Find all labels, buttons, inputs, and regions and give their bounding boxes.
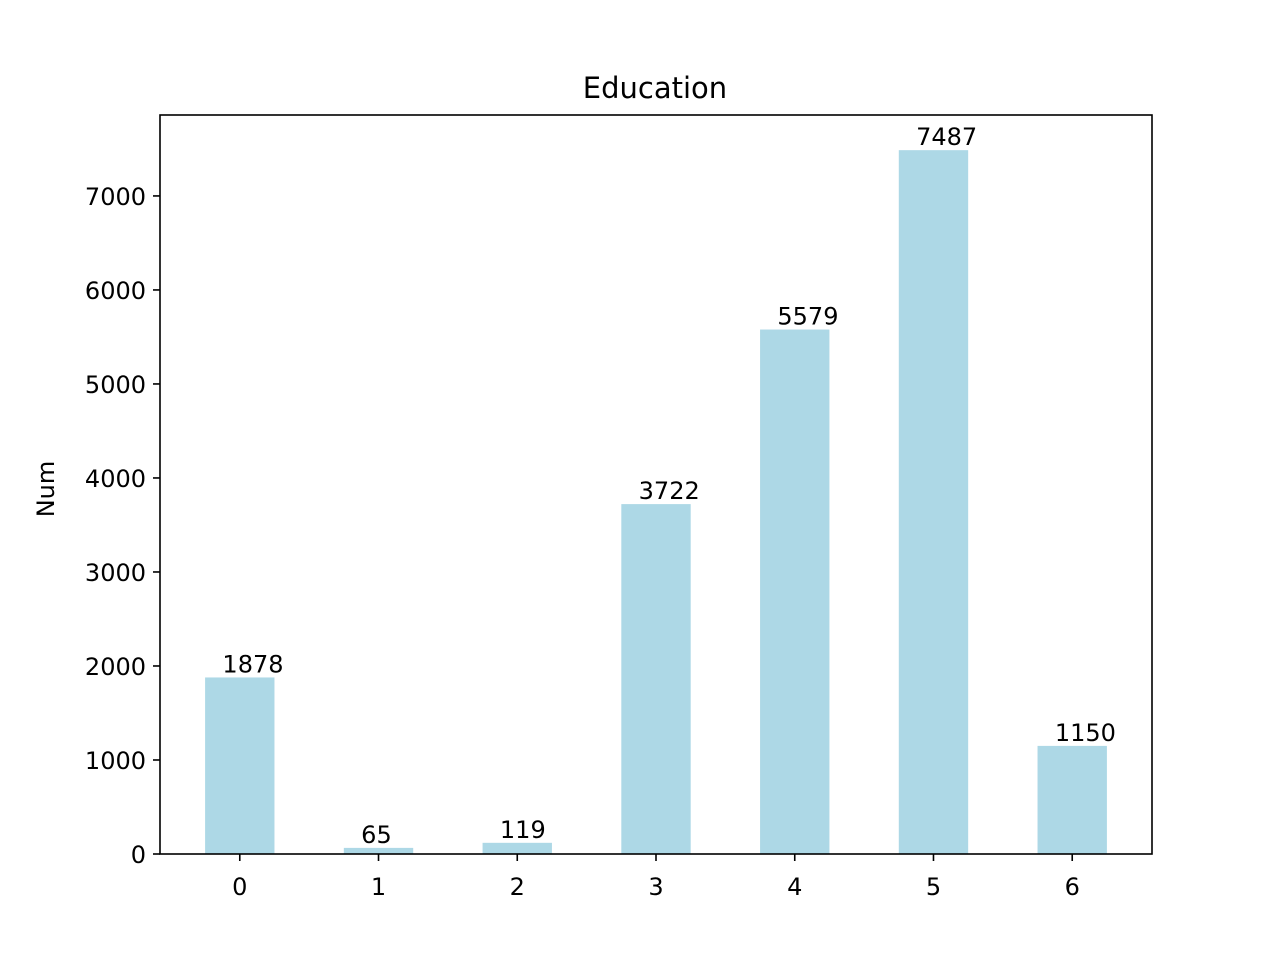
data-label-1: 65: [361, 821, 392, 849]
y-axis-label: Num: [32, 461, 60, 518]
x-tick-label-5: 5: [926, 873, 941, 901]
data-label-6: 1150: [1055, 719, 1116, 747]
y-tick-label-4000: 4000: [85, 465, 146, 493]
x-tick-label-6: 6: [1065, 873, 1080, 901]
chart-title: Education: [583, 71, 727, 105]
y-tick-label-7000: 7000: [85, 183, 146, 211]
data-labels-layer: 1878 65 119 3722 5579 7487 1150: [222, 123, 1116, 849]
data-label-0: 1878: [222, 650, 283, 678]
plot-frame: [159, 114, 1153, 855]
y-tick-label-6000: 6000: [85, 277, 146, 305]
y-tick-label-3000: 3000: [85, 559, 146, 587]
data-label-5: 7487: [916, 123, 977, 151]
bar-6: [1037, 745, 1107, 854]
x-tick-label-4: 4: [787, 873, 802, 901]
x-tick-label-3: 3: [648, 873, 663, 901]
ticks-layer: 0 1 2 3 4 5 6 0 1000 2000 3000 4000 5000 6000 7000: [85, 183, 1080, 901]
data-label-3: 3722: [639, 477, 700, 505]
x-tick-label-2: 2: [510, 873, 525, 901]
bar-5: [898, 150, 969, 855]
x-tick-label-0: 0: [232, 873, 247, 901]
bar-3: [621, 504, 691, 854]
x-tick-label-1: 1: [371, 873, 386, 901]
y-tick-label-2000: 2000: [85, 653, 146, 681]
bar-2: [482, 842, 552, 854]
bar-0: [205, 677, 275, 854]
bar-4: [760, 329, 830, 854]
data-label-2: 119: [500, 816, 546, 844]
bars-layer: [205, 150, 1107, 855]
y-tick-label-1000: 1000: [85, 747, 146, 775]
y-tick-label-5000: 5000: [85, 371, 146, 399]
bar-1: [343, 847, 414, 854]
y-tick-label-0: 0: [131, 841, 146, 869]
data-label-4: 5579: [777, 303, 838, 331]
